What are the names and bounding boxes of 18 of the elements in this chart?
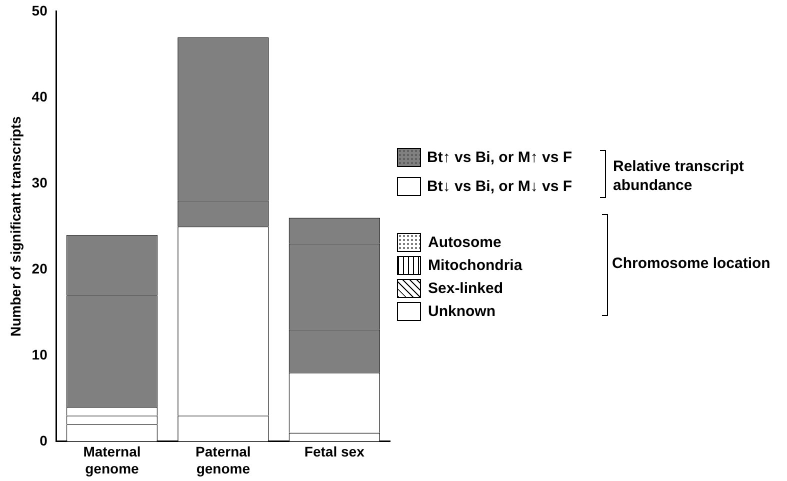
text: Mitochondria: [428, 257, 522, 274]
x-tick-label: Maternal genome: [83, 444, 141, 476]
y-axis-title: Number of significant transcripts: [7, 116, 24, 336]
y-tick-label: 30: [32, 174, 48, 190]
text: Bt↑ vs Bi, or M↑ vs F: [427, 149, 572, 166]
text: Relative transcript abundance: [613, 157, 745, 195]
text: Autosome: [428, 234, 502, 251]
text: Bt↓ vs Bi, or M↓ vs F: [427, 178, 572, 195]
y-tick-label: 50: [32, 2, 48, 18]
text: Sex-linked: [428, 280, 504, 297]
x-tick-label: Fetal sex: [304, 444, 365, 460]
y-tick-label: 0: [40, 432, 48, 448]
y-tick-label: 40: [32, 88, 48, 104]
x-tick-label: Paternal genome: [196, 444, 251, 476]
text: Unknown: [428, 303, 496, 320]
y-tick-label: 20: [32, 260, 48, 276]
text: Chromosome location: [612, 255, 770, 272]
y-tick-label: 10: [32, 346, 48, 362]
